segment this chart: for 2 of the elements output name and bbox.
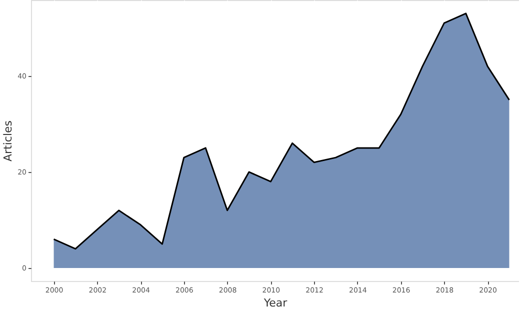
y-axis-title: Articles xyxy=(2,120,15,162)
x-axis-title: Year xyxy=(262,296,288,310)
